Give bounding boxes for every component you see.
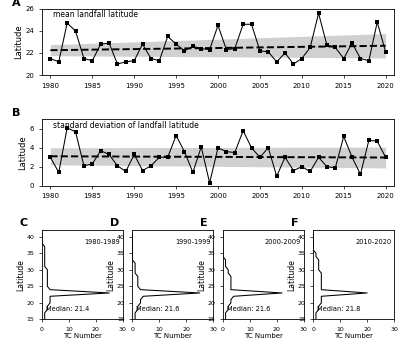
Text: 2000-2009: 2000-2009: [265, 239, 301, 245]
Y-axis label: Latitude: Latitude: [287, 259, 296, 291]
X-axis label: TC Number: TC Number: [244, 334, 283, 340]
Text: E: E: [200, 218, 208, 228]
Text: Median: 21.4: Median: 21.4: [46, 306, 90, 312]
Text: 1990-1999: 1990-1999: [175, 239, 211, 245]
Text: Median: 21.6: Median: 21.6: [136, 306, 180, 312]
Text: B: B: [12, 108, 20, 118]
Text: A: A: [12, 0, 21, 7]
Y-axis label: Latitude: Latitude: [197, 259, 206, 291]
X-axis label: TC Number: TC Number: [334, 334, 373, 340]
X-axis label: TC Number: TC Number: [63, 334, 102, 340]
Text: 1980-1989: 1980-1989: [84, 239, 120, 245]
Text: Median: 21.6: Median: 21.6: [227, 306, 270, 312]
Text: D: D: [110, 218, 119, 228]
X-axis label: TC Number: TC Number: [153, 334, 192, 340]
Text: Median: 21.8: Median: 21.8: [317, 306, 361, 312]
Y-axis label: Latitude: Latitude: [16, 259, 25, 291]
Text: standard deviation of landfall latitude: standard deviation of landfall latitude: [52, 121, 198, 130]
Text: mean landfall latitude: mean landfall latitude: [52, 11, 138, 19]
Y-axis label: Latitude: Latitude: [14, 25, 23, 59]
Y-axis label: Latitude: Latitude: [106, 259, 116, 291]
Text: C: C: [19, 218, 28, 228]
Text: 2010-2020: 2010-2020: [355, 239, 392, 245]
Text: F: F: [291, 218, 298, 228]
Y-axis label: Latitude: Latitude: [18, 135, 27, 170]
